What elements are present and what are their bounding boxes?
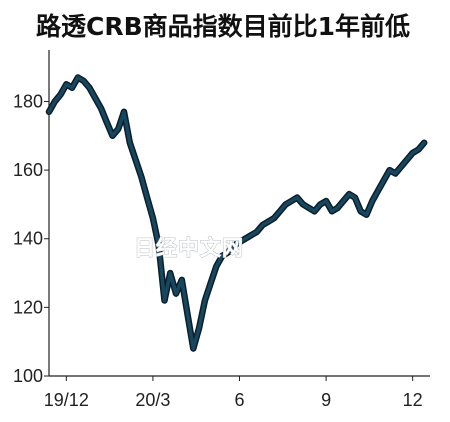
data-point [233,245,235,247]
data-point [135,159,137,161]
data-point [348,193,350,195]
data-point [279,210,281,212]
data-point [412,152,414,154]
data-point [383,179,385,181]
data-point [83,80,85,82]
data-point [146,197,148,199]
data-point [210,282,212,284]
data-point [192,347,194,350]
data-point [215,265,217,267]
data-point [181,279,183,281]
data-point [267,221,269,223]
data-point [65,83,67,85]
data-point [221,255,223,257]
data-point [400,166,402,168]
data-point [198,327,200,329]
data-point [152,217,154,219]
plot-area [45,74,428,352]
data-point [423,142,425,144]
data-point [204,299,206,302]
data-point [319,203,321,205]
data-point [262,224,264,226]
data-point [302,203,304,205]
x-tick-label: 9 [321,390,331,410]
data-point [54,100,56,103]
data-point [238,241,241,243]
data-point [59,94,62,96]
y-tick-label: 140 [13,229,43,249]
data-point [175,293,177,295]
data-point [100,107,102,109]
tick-labels: 100 120 140 160 180 19/12 20/3 6 9 12 [13,91,423,410]
data-point [285,203,287,205]
data-point [117,128,119,130]
data-point [256,231,258,233]
y-tick-label: 180 [13,91,43,111]
data-point [106,121,108,123]
x-tick-label: 20/3 [135,390,170,410]
data-point [331,210,333,212]
data-point [365,214,368,216]
data-point [77,76,79,79]
data-point [325,200,327,202]
data-point [417,148,420,151]
data-point [360,210,362,212]
data-point [250,234,252,236]
y-tick-label: 100 [13,366,43,386]
data-point [406,159,408,161]
x-tick-label: 6 [234,390,244,410]
data-point [163,299,166,302]
data-point [48,111,50,113]
data-point [158,245,160,247]
axes [44,50,430,381]
data-point [71,87,73,89]
data-point [308,207,310,209]
series-line [47,75,426,351]
data-point [88,87,90,89]
data-point [94,97,96,99]
data-point [377,190,379,192]
data-point [371,200,373,202]
data-point [111,135,114,137]
data-point [244,238,246,240]
data-point [296,197,298,199]
data-point [140,176,142,178]
data-point [123,111,125,113]
y-tick-label: 160 [13,160,43,180]
x-tick-label: 12 [403,390,423,410]
data-point [354,197,356,199]
data-point [227,251,229,254]
data-point [394,172,396,175]
data-point [273,217,275,219]
data-point [389,169,391,171]
data-point [169,272,171,274]
data-point [337,207,339,209]
watermark-text: 日经中文网 [134,236,244,260]
x-tick-label: 19/12 [44,390,89,410]
data-point [186,313,189,315]
data-point [313,210,316,212]
y-tick-label: 120 [13,297,43,317]
chart-title: 路透CRB商品指数目前比1年前低 [36,12,410,41]
data-point [290,200,293,202]
data-point [342,200,344,202]
data-point [129,142,131,144]
